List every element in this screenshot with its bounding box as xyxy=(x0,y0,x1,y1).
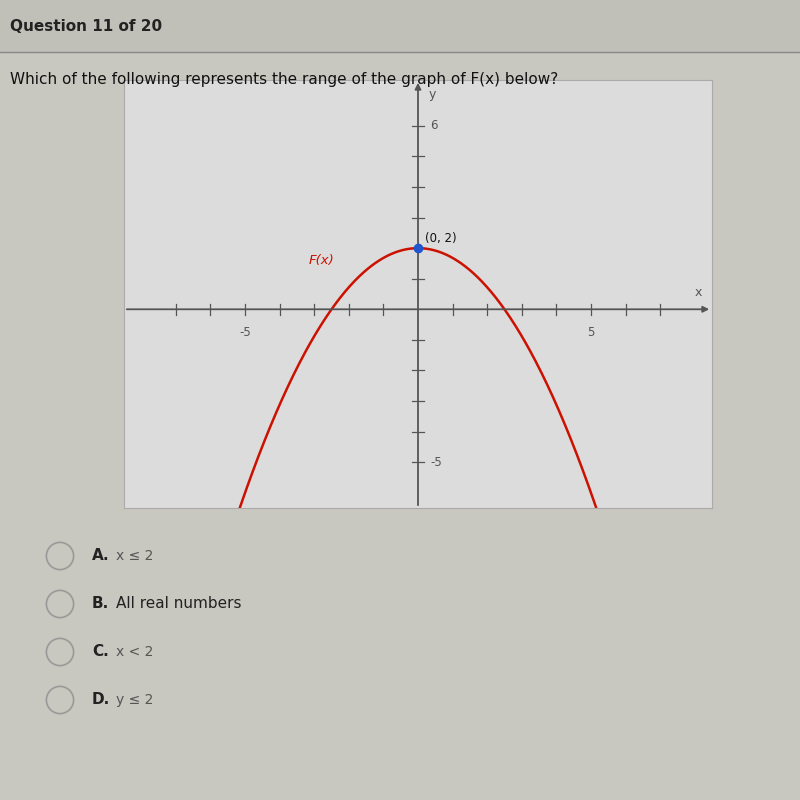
Text: 6: 6 xyxy=(430,119,438,132)
Text: All real numbers: All real numbers xyxy=(116,597,242,611)
Text: y: y xyxy=(428,88,436,101)
Text: -5: -5 xyxy=(430,456,442,469)
Text: 5: 5 xyxy=(587,326,594,339)
Text: A.: A. xyxy=(92,549,110,563)
Text: x ≤ 2: x ≤ 2 xyxy=(116,549,154,563)
Text: (0, 2): (0, 2) xyxy=(425,232,457,245)
Text: Which of the following represents the range of the graph of F(x) below?: Which of the following represents the ra… xyxy=(10,72,558,87)
Text: x: x xyxy=(694,286,702,298)
Text: C.: C. xyxy=(92,645,109,659)
Text: -5: -5 xyxy=(239,326,251,339)
Text: D.: D. xyxy=(92,693,110,707)
Text: y ≤ 2: y ≤ 2 xyxy=(116,693,154,707)
Text: B.: B. xyxy=(92,597,110,611)
Text: Question 11 of 20: Question 11 of 20 xyxy=(10,19,162,34)
Text: x < 2: x < 2 xyxy=(116,645,154,659)
Text: F(x): F(x) xyxy=(308,254,334,267)
